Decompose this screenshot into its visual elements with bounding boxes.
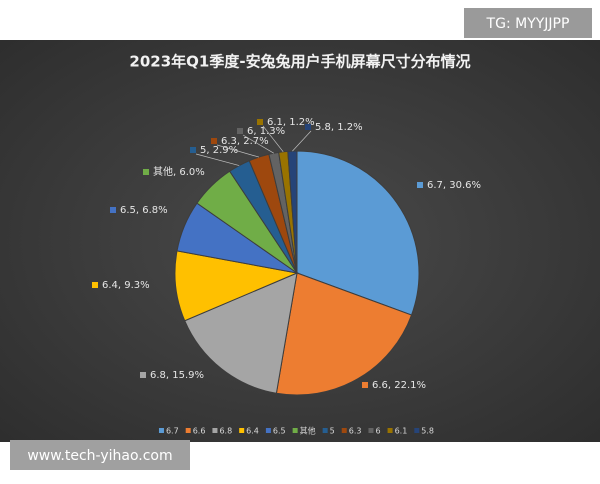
watermark-box <box>464 8 592 38</box>
legend-marker <box>341 428 347 433</box>
watermark-box <box>10 440 190 470</box>
label-marker <box>140 372 146 378</box>
legend-label: 6.3 <box>349 427 362 436</box>
legend-marker <box>265 428 271 433</box>
data-label: 6.8, 15.9% <box>150 370 204 381</box>
chart-title: 2023年Q1季度-安兔兔用户手机屏幕尺寸分布情况 <box>129 53 470 71</box>
legend-marker <box>212 428 218 433</box>
legend-marker <box>292 428 298 433</box>
label-marker <box>190 147 196 153</box>
legend-marker <box>185 428 191 433</box>
watermark: TG: MYYJJPP <box>486 16 570 32</box>
pie-slice <box>296 150 420 316</box>
legend-marker <box>322 428 328 433</box>
legend-label: 其他 <box>300 426 316 436</box>
data-label: 6.3, 2.7% <box>221 136 269 147</box>
legend-label: 6.5 <box>273 427 286 436</box>
data-label: 5.8, 1.2% <box>315 122 363 133</box>
legend-label: 6.1 <box>395 427 408 436</box>
legend-label: 6 <box>375 427 380 436</box>
label-marker <box>211 138 217 144</box>
legend-marker <box>368 428 374 433</box>
legend-label: 6.6 <box>193 427 206 436</box>
label-marker <box>257 119 263 125</box>
data-label: 其他, 6.0% <box>153 165 205 178</box>
legend-label: 5 <box>330 427 335 436</box>
leader-line <box>262 125 284 152</box>
label-marker <box>417 182 423 188</box>
data-label: 6.1, 1.2% <box>267 117 315 128</box>
data-label: 6, 1.3% <box>247 126 285 137</box>
pie-slice <box>287 150 298 274</box>
legend-marker <box>158 428 164 433</box>
legend-label: 5.8 <box>421 427 434 436</box>
pie-slice <box>275 272 413 396</box>
leader-line <box>242 134 274 154</box>
label-marker <box>110 207 116 213</box>
leader-line <box>292 130 312 152</box>
data-label: 6.6, 22.1% <box>372 380 426 391</box>
watermark: www.tech-yihao.com <box>27 448 172 464</box>
data-label: 5, 2.9% <box>200 145 238 156</box>
data-label: 6.4, 9.3% <box>102 280 150 291</box>
pie-slice <box>184 272 298 394</box>
leader-line <box>195 153 240 166</box>
leader-line <box>216 144 260 158</box>
legend-label: 6.7 <box>166 427 179 436</box>
label-marker <box>237 128 243 134</box>
label-marker <box>305 124 311 130</box>
legend-marker <box>387 428 393 433</box>
label-marker <box>143 169 149 175</box>
data-label: 6.7, 30.6% <box>427 180 481 191</box>
legend-label: 6.8 <box>219 427 232 436</box>
label-marker <box>362 382 368 388</box>
legend-label: 6.4 <box>246 427 259 436</box>
legend-marker <box>414 428 420 433</box>
label-marker <box>92 282 98 288</box>
legend-marker <box>239 428 245 433</box>
data-label: 6.5, 6.8% <box>120 205 168 216</box>
